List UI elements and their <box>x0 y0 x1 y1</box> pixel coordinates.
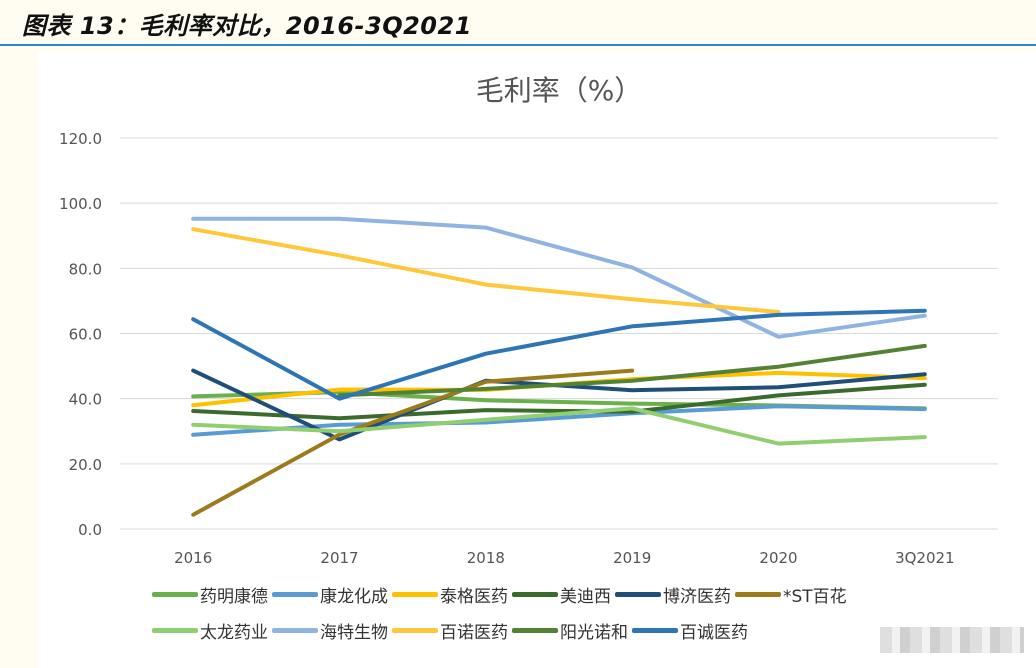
y-tick-label: 100.0 <box>59 195 102 213</box>
legend-item: 百诺医药 <box>392 618 508 643</box>
line-chart: 毛利率（%） 0.0 20.0 40.0 60.0 80.0 100.0 120.0 2016 2… <box>59 74 998 567</box>
series-line <box>191 406 927 446</box>
legend-label: 百诺医药 <box>440 622 508 643</box>
legend-label: 海特生物 <box>320 622 388 643</box>
x-tick-label: 3Q2021 <box>895 549 955 567</box>
legend-label: 阳光诺和 <box>560 622 628 643</box>
legend-item: 阳光诺和 <box>512 618 628 643</box>
series-line <box>191 227 781 314</box>
legend-swatch <box>272 627 318 633</box>
legend-swatch <box>152 591 198 597</box>
x-tick-label: 2018 <box>467 549 505 567</box>
series-line <box>337 343 927 398</box>
legend-swatch <box>392 591 438 597</box>
legend-item: 康龙化成 <box>272 582 388 607</box>
legend-item: 药明康德 <box>152 582 268 607</box>
blurred-watermark <box>880 627 1024 653</box>
chart-legend: 药明康德 康龙化成 泰格医药 美迪西 博济医药 *ST百花太龙药业 海特生物 百诺医药 阳光诺和… <box>152 576 1012 648</box>
legend-row: 太龙药业 海特生物 百诺医药 阳光诺和 百诚医药 <box>152 612 1012 648</box>
figure-title: 图表 13：毛利率对比，2016-3Q2021 <box>22 12 472 40</box>
legend-swatch <box>272 591 318 597</box>
legend-swatch <box>632 627 678 633</box>
legend-label: 百诚医药 <box>680 622 748 643</box>
y-tick-label: 80.0 <box>69 260 102 278</box>
legend-swatch <box>512 591 558 597</box>
legend-label: 太龙药业 <box>200 622 268 643</box>
legend-label: 泰格医药 <box>440 586 508 607</box>
legend-label: 美迪西 <box>560 586 611 607</box>
series-line <box>191 216 927 339</box>
x-tick-label: 2017 <box>320 549 358 567</box>
y-tick-label: 0.0 <box>78 521 102 539</box>
legend-swatch <box>512 627 558 633</box>
legend-item: 百诚医药 <box>632 618 748 643</box>
legend-label: 博济医药 <box>663 586 731 607</box>
series-line <box>191 382 927 421</box>
legend-item: 太龙药业 <box>152 618 268 643</box>
x-tick-label: 2019 <box>613 549 651 567</box>
legend-swatch <box>152 627 198 633</box>
y-tick-label: 60.0 <box>69 326 102 344</box>
y-tick-label: 120.0 <box>59 130 102 148</box>
figure-header: 图表 13：毛利率对比，2016-3Q2021 <box>0 0 1036 46</box>
chart-title: 毛利率（%） <box>476 74 643 107</box>
legend-item: 泰格医药 <box>392 582 508 607</box>
legend-item: 美迪西 <box>512 582 611 607</box>
legend-swatch <box>392 627 438 633</box>
legend-item: 海特生物 <box>272 618 388 643</box>
legend-item: 博济医药 <box>615 582 731 607</box>
chart-panel: 毛利率（%） 0.0 20.0 40.0 60.0 80.0 100.0 120.0 2016 2… <box>38 52 1036 668</box>
series-line <box>191 308 927 401</box>
y-tick-label: 20.0 <box>69 456 102 474</box>
legend-item: *ST百花 <box>735 582 847 607</box>
legend-label: 药明康德 <box>200 586 268 607</box>
legend-row: 药明康德 康龙化成 泰格医药 美迪西 博济医药 *ST百花 <box>152 576 1012 612</box>
x-tick-label: 2016 <box>174 549 212 567</box>
legend-swatch <box>735 591 781 597</box>
legend-label: 康龙化成 <box>320 586 388 607</box>
legend-swatch <box>615 591 661 597</box>
y-tick-label: 40.0 <box>69 391 102 409</box>
x-tick-label: 2020 <box>759 549 797 567</box>
series-line <box>191 368 635 517</box>
legend-label: *ST百花 <box>783 586 847 607</box>
